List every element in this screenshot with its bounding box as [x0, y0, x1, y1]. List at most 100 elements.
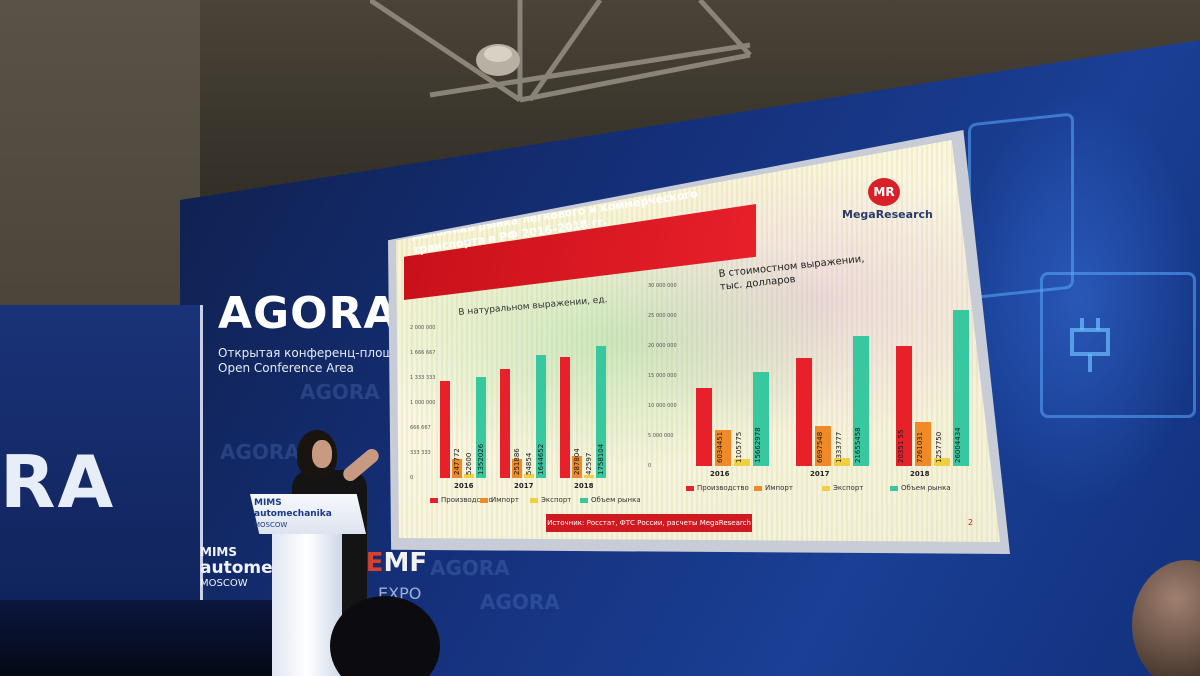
bar-data-label: 1352026 [477, 443, 485, 475]
category-label: 2017 [810, 470, 830, 478]
bar-data-label: 1105775 [735, 431, 743, 463]
podium-top [250, 494, 366, 534]
ceiling-truss [370, 0, 752, 103]
bar-data-label: 52600 [465, 452, 473, 475]
legend-label: Импорт [491, 496, 519, 504]
agora-subtitle: Открытая конференц-площадка Open Confere… [218, 346, 424, 376]
legend-swatch [890, 485, 898, 491]
axis-tick-label: 5 000 000 [648, 433, 674, 439]
chart-bar [464, 474, 474, 478]
legend-entry: Импорт [754, 484, 793, 492]
legend-swatch [430, 497, 438, 503]
chart-bar [753, 372, 769, 466]
legend-label: Импорт [765, 484, 793, 492]
legend-label: Объем рынка [591, 496, 641, 504]
podium-logo-l1: MIMS [254, 498, 282, 508]
axis-tick-label: 0 [648, 463, 652, 469]
agora-title: AGORA [218, 288, 399, 339]
legend-entry: Экспорт [822, 484, 863, 492]
chart-bar [476, 376, 486, 478]
legend-label: Экспорт [541, 496, 572, 504]
chart-bar [853, 336, 869, 466]
backdrop-glow [960, 90, 1200, 510]
axis-tick-label: 1 000 000 [410, 400, 436, 406]
axis-tick-label: 25 000 000 [648, 313, 677, 319]
chart-bar [834, 457, 850, 466]
chart-bar [452, 459, 462, 478]
bar-data-label: 251886 [513, 448, 521, 475]
decor-panel-bottom [1040, 272, 1196, 418]
axis-tick-label: 2 000 000 [410, 325, 436, 331]
axis-tick-label: 15 000 000 [648, 373, 677, 379]
legend-entry: Производство [686, 484, 749, 492]
podium-logo-l3: MOSCOW [254, 521, 288, 529]
ghost-text: AGORA [480, 590, 560, 614]
axis-tick-label: 666 667 [410, 425, 431, 431]
chart-bar [440, 380, 450, 478]
legend-entry: Объем рынка [890, 484, 951, 492]
legend-entry: Экспорт [530, 496, 571, 504]
legend-label: Экспорт [833, 484, 864, 492]
chart-bar [953, 309, 969, 466]
left-wall [0, 0, 200, 340]
bar-data-label: 54854 [525, 452, 533, 475]
plug-icon [1070, 318, 1110, 372]
axis-tick-label: 1 666 667 [410, 350, 436, 356]
legend-swatch [480, 497, 488, 503]
legend-swatch [580, 497, 588, 503]
chart-bar [915, 422, 931, 466]
legend-entry: Объем рынка [580, 496, 641, 504]
ghost-text: AGORA [300, 380, 380, 404]
category-label: 2018 [910, 470, 930, 478]
legend-entry: Производство [430, 496, 493, 504]
bar-data-label: 1644652 [537, 443, 545, 475]
bar-data-label: 21655458 [854, 427, 862, 463]
bar-data-label: 6697548 [816, 431, 824, 463]
slide-source: Источник: Росстат, ФТС России, расчеты M… [546, 514, 752, 532]
audience-head-left [330, 596, 440, 676]
slide-charts: 0 333 333 666 667 1 000 000 1 333 333 1 666 6… [396, 140, 1000, 542]
legend-swatch [754, 485, 762, 491]
ghost-text: AGORA [430, 556, 510, 580]
bar-data-label: 1257750 [935, 431, 943, 463]
agora-subtitle-ru: Открытая конференц-площадка [218, 346, 424, 360]
bar-data-label: 247772 [453, 448, 461, 475]
axis-tick-label: 10 000 000 [648, 403, 677, 409]
bar-data-label: 15662978 [754, 427, 762, 463]
podium-logo-l2: automechanika [254, 509, 332, 519]
legend-swatch [822, 485, 830, 491]
ghost-text: AGORA [220, 440, 300, 464]
agora-subtitle-en: Open Conference Area [218, 361, 354, 375]
side-banner [0, 305, 203, 640]
megaresearch-logo-icon: MR [868, 178, 900, 206]
chart-bar [715, 429, 731, 466]
chart-bar [896, 346, 912, 466]
legend-label: Производство [441, 496, 493, 504]
chart-bar [524, 473, 534, 478]
bar-data-label: 42597 [585, 452, 593, 475]
legend-label: Объем рынка [901, 484, 951, 492]
category-label: 2016 [710, 470, 730, 478]
legend-swatch [530, 497, 538, 503]
expo-brand-l1: MIMS [200, 545, 237, 559]
bar-data-label: 1333777 [835, 431, 843, 463]
category-label: 2018 [574, 482, 594, 490]
axis-tick-label: 20 000 000 [648, 343, 677, 349]
expo-brand-l3: MOSCOW [200, 578, 248, 589]
chart-bar [512, 459, 522, 478]
axis-tick-label: 30 000 000 [648, 283, 677, 289]
floor-shadow [0, 600, 280, 676]
bar-data-label: 287804 [573, 448, 581, 475]
bar-data-label: 1758104 [597, 443, 605, 475]
chart-bar [696, 388, 712, 466]
chart-bar [734, 459, 750, 466]
chart-bar [536, 354, 546, 478]
legend-entry: Импорт [480, 496, 519, 504]
podium-logo: MIMS automechanika MOSCOW [254, 498, 332, 531]
chart-bar [572, 456, 582, 478]
bar-data-label: 7261031 [916, 431, 924, 463]
side-banner-text: RA [0, 440, 116, 524]
temf-logo-b: MF [383, 548, 428, 578]
speaker-face [312, 440, 332, 468]
